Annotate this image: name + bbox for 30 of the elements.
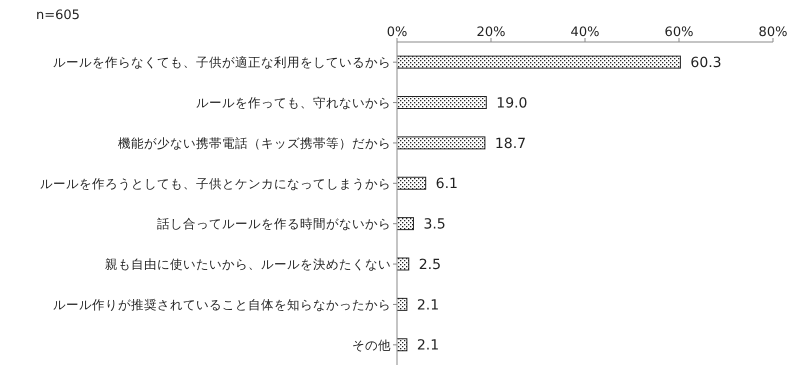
text: n=605: [36, 8, 80, 23]
y-tick-label: 話し合ってルールを作る時間がないから: [157, 216, 391, 232]
data-label: 2.1: [416, 338, 440, 354]
data-label: 6.1: [436, 176, 458, 192]
bar: [397, 298, 408, 311]
y-tick-label: その他: [352, 337, 391, 352]
data-label: 2.1: [416, 297, 440, 314]
x-tick-label: 0%: [386, 25, 408, 40]
y-tick-label: 親も自由に使いたいから、ルールを決めたくない: [105, 256, 391, 272]
data-label: 60.3: [690, 55, 722, 72]
data-label: 2.5: [418, 256, 442, 273]
data-label: 18.7: [494, 136, 526, 152]
bar: [397, 56, 681, 69]
y-tick-label: ルール作りが推奨されていること自体を知らなかったから: [53, 296, 391, 312]
bar: [397, 96, 487, 110]
x-tick-label: 40%: [570, 25, 600, 40]
bar: [397, 258, 410, 271]
y-tick-label: ルールを作っても、守れないから: [196, 95, 391, 110]
bar: [397, 338, 408, 352]
y-tick-label: ルールを作ろうとしても、子供とケンカになってしまうから: [40, 176, 391, 191]
x-tick-label: 80%: [758, 25, 788, 40]
bar: [397, 136, 486, 150]
x-tick-label: 60%: [664, 25, 694, 40]
bar: [397, 176, 426, 190]
x-tick-label: 20%: [476, 25, 506, 40]
y-tick-label: 機能が少ない携帯電話（キッズ携帯等）だから: [118, 135, 391, 150]
data-label: 3.5: [423, 216, 446, 233]
bar: [397, 217, 414, 230]
y-tick-label: ルールを作らなくても、子供が適正な利用をしているから: [53, 54, 391, 70]
data-label: 19.0: [496, 95, 528, 112]
